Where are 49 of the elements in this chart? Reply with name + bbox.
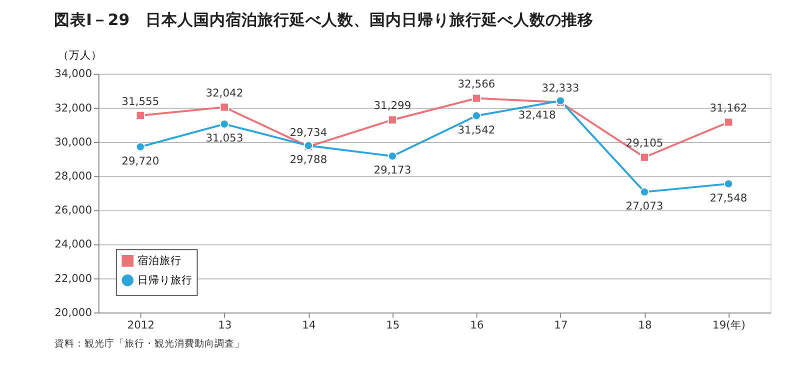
data-label: 32,042 xyxy=(206,86,244,100)
y-tick-label: 24,000 xyxy=(54,238,92,251)
x-tick-label: 15 xyxy=(386,318,400,332)
data-label: 31,162 xyxy=(710,102,748,114)
data-label: 29,788 xyxy=(290,153,328,166)
point xyxy=(640,152,650,162)
x-tick-label: 13 xyxy=(218,318,232,332)
y-tick-label: 22,000 xyxy=(54,272,92,285)
data-label: 32,566 xyxy=(458,78,496,91)
data-label: 27,548 xyxy=(710,191,748,204)
data-label: 32,418 xyxy=(518,108,556,122)
data-label: 31,299 xyxy=(374,99,412,112)
x-tick-label: 14 xyxy=(302,318,316,332)
point xyxy=(220,102,229,112)
point xyxy=(220,120,229,129)
legend-label: 宿泊旅行 xyxy=(137,254,182,267)
x-tick-label: 16 xyxy=(470,318,484,332)
point xyxy=(388,115,398,124)
y-tick-label: 26,000 xyxy=(54,204,92,217)
legend-label: 日帰り旅行 xyxy=(137,273,192,286)
y-tick-label: 30,000 xyxy=(54,135,92,148)
point xyxy=(472,94,482,103)
x-tick-label: 17 xyxy=(554,318,568,332)
data-label: 27,073 xyxy=(626,199,664,212)
point xyxy=(724,118,734,127)
y-tick-label: 20,000 xyxy=(54,306,92,319)
data-label: 31,053 xyxy=(206,132,244,145)
data-label: 29,720 xyxy=(122,154,160,168)
x-tick-label: 18 xyxy=(638,318,652,332)
text: 資料：観光庁「旅行・観光消費動向調査」 xyxy=(54,338,245,350)
data-label: 29,734 xyxy=(290,126,328,139)
point xyxy=(472,111,482,120)
point xyxy=(136,110,145,120)
y-axis-title: （万人） xyxy=(58,48,102,62)
point xyxy=(136,142,145,152)
data-label: 31,542 xyxy=(458,123,496,136)
point xyxy=(388,152,398,161)
data-label: 31,555 xyxy=(122,94,160,108)
chart-title: 図表Ⅰ－29 日本人国内宿泊旅行延べ人数、国内日帰り旅行延べ人数の推移 xyxy=(54,10,594,30)
y-tick-label: 34,000 xyxy=(54,67,92,80)
y-tick-label: 32,000 xyxy=(54,101,92,114)
data-label: 29,173 xyxy=(374,164,412,177)
data-label: 32,333 xyxy=(542,82,580,95)
data-label: 29,105 xyxy=(626,136,664,150)
point xyxy=(724,179,734,188)
y-tick-label: 28,000 xyxy=(54,170,92,183)
x-tick-label: 19(年) xyxy=(712,318,746,332)
x-tick-label: 2012 xyxy=(127,318,155,332)
point xyxy=(640,187,650,196)
